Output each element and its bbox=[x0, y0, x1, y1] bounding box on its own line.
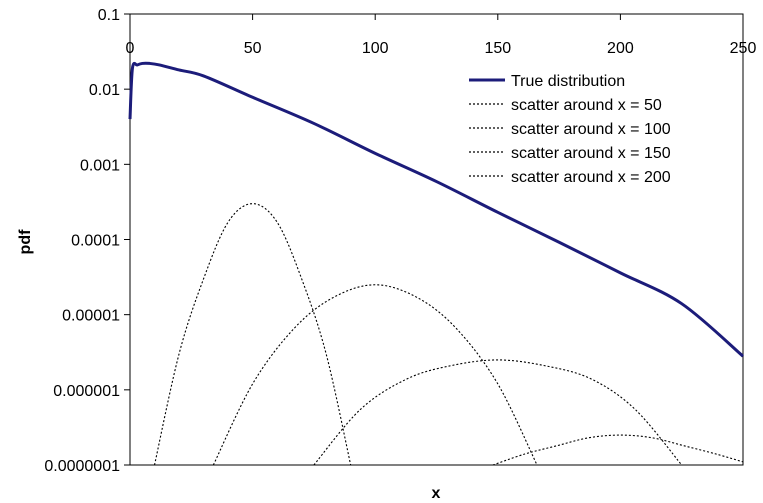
x-tick-label: 0 bbox=[126, 40, 135, 57]
series-line-scatter-2 bbox=[212, 284, 538, 466]
series-line-true-distribution bbox=[128, 61, 744, 358]
legend: True distribution scatter around x = 50 sc… bbox=[469, 73, 671, 186]
x-tick-label: 100 bbox=[362, 40, 389, 57]
y-tick-label: 0.001 bbox=[80, 157, 120, 174]
y-tick-label: 0.01 bbox=[89, 82, 120, 99]
legend-label: scatter around x = 200 bbox=[511, 169, 671, 186]
series-layer bbox=[128, 61, 744, 466]
legend-label: scatter around x = 100 bbox=[511, 121, 671, 138]
ticks-layer: 0 50 100 150 200 250 0.1 0.01 0.001 0.0001 0.00001… bbox=[44, 7, 756, 475]
plot-area bbox=[129, 13, 744, 466]
series-line-scatter-1 bbox=[153, 203, 352, 466]
y-axis-title: pdf bbox=[17, 229, 34, 255]
series-line-scatter-3 bbox=[313, 359, 683, 466]
x-axis-title: x bbox=[432, 485, 441, 502]
y-tick-label: 0.0000001 bbox=[44, 458, 120, 475]
legend-label: scatter around x = 50 bbox=[511, 97, 662, 114]
x-tick-label: 250 bbox=[730, 40, 757, 57]
legend-label: scatter around x = 150 bbox=[511, 145, 671, 162]
y-tick-label: 0.1 bbox=[98, 7, 120, 24]
y-tick-label: 0.000001 bbox=[53, 383, 120, 400]
x-tick-label: 200 bbox=[607, 40, 634, 57]
x-tick-label: 50 bbox=[244, 40, 262, 57]
y-tick-label: 0.0001 bbox=[71, 233, 120, 250]
x-tick-label: 150 bbox=[484, 40, 511, 57]
legend-label: True distribution bbox=[511, 73, 625, 90]
y-tick-label: 0.00001 bbox=[62, 308, 120, 325]
